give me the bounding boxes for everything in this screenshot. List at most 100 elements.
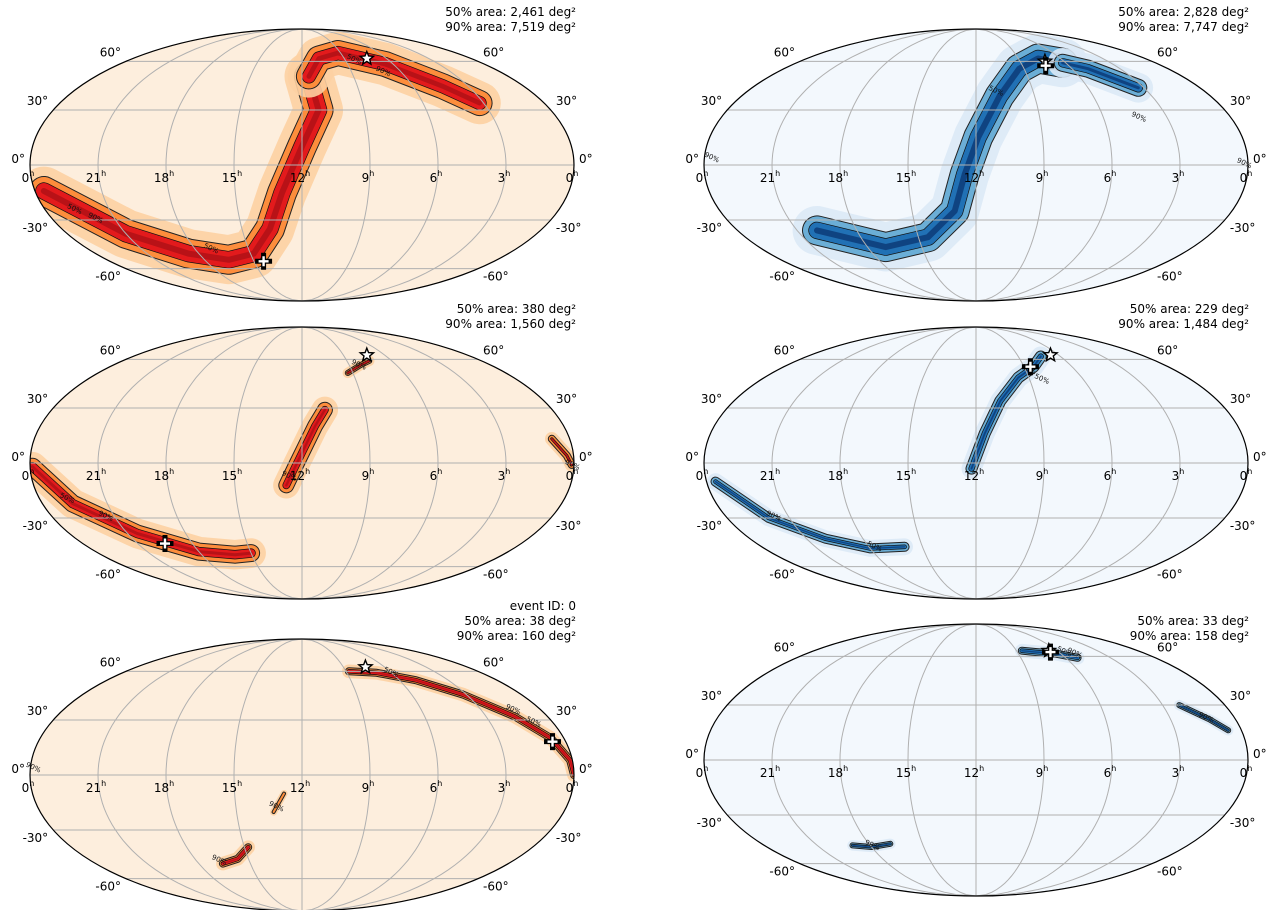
ra-tick-label: 21h <box>760 169 780 185</box>
annotation-left-top: 50% area: 2,461 deg² 90% area: 7,519 deg… <box>445 5 576 35</box>
annotation-left-bottom: event ID: 0 50% area: 38 deg² 90% area: … <box>457 599 576 644</box>
area-90-text: 90% area: 7,519 deg² <box>445 20 576 34</box>
dec-tick-label: -60° <box>95 568 121 582</box>
dec-tick-label: 30° <box>556 392 577 406</box>
dec-tick-label: 0° <box>1253 747 1267 761</box>
area-50-text: 50% area: 33 deg² <box>1137 614 1249 628</box>
dec-tick-label: 60° <box>774 343 795 357</box>
dec-tick-label: -60° <box>1157 568 1183 582</box>
ra-tick-label: 21h <box>86 467 106 483</box>
probability-peak <box>814 55 1066 251</box>
ra-tick-label: 12h <box>290 467 310 483</box>
dec-tick-label: 0° <box>11 152 25 166</box>
ra-tick-label: 21h <box>86 169 106 185</box>
dec-tick-label: 30° <box>556 94 577 108</box>
ra-tick-label: 12h <box>290 779 310 795</box>
probability-peak <box>1061 61 1140 90</box>
dec-tick-label: -60° <box>1157 865 1183 879</box>
ra-tick-label: 15h <box>896 764 916 780</box>
cross-marker-icon <box>544 733 562 751</box>
sky-border <box>703 623 1249 897</box>
sky-border <box>29 28 575 302</box>
dec-tick-label: 0° <box>11 450 25 464</box>
ra-tick-label: 18h <box>154 467 174 483</box>
probability-peak <box>40 73 322 263</box>
dec-tick-label: -30° <box>23 831 49 845</box>
ra-tick-label: 21h <box>86 779 106 795</box>
ra-tick-label: 0h <box>1240 169 1253 185</box>
dec-tick-label: 60° <box>100 655 121 669</box>
ra-tick-label: 18h <box>154 169 174 185</box>
dec-tick-label: 30° <box>701 689 722 703</box>
dec-tick-label: 0° <box>1253 152 1267 166</box>
dec-tick-label: -30° <box>556 831 582 845</box>
dec-tick-label: 60° <box>1157 45 1178 59</box>
dec-tick-label: 60° <box>100 343 121 357</box>
dec-tick-label: -30° <box>556 221 582 235</box>
cross-marker-icon <box>1021 358 1039 376</box>
ra-tick-label: 21h <box>760 467 780 483</box>
dec-tick-label: 60° <box>1157 343 1178 357</box>
dec-tick-label: 0° <box>579 450 593 464</box>
dec-tick-label: -30° <box>556 519 582 533</box>
ra-tick-label: 21h <box>760 764 780 780</box>
ra-tick-label: 15h <box>896 467 916 483</box>
ra-tick-label: 15h <box>896 169 916 185</box>
dec-tick-label: 60° <box>483 655 504 669</box>
cross-marker-icon <box>156 535 174 553</box>
cross-marker-icon <box>255 252 273 270</box>
dec-tick-label: 60° <box>483 343 504 357</box>
ra-tick-label: 15h <box>222 467 242 483</box>
dec-tick-label: -60° <box>483 568 509 582</box>
dec-tick-label: 60° <box>1157 640 1178 654</box>
ra-tick-label: 18h <box>828 169 848 185</box>
dec-tick-label: -30° <box>1230 816 1256 830</box>
dec-tick-label: -30° <box>697 816 723 830</box>
star-marker-icon <box>356 658 374 675</box>
area-50-text: 50% area: 380 deg² <box>456 302 576 316</box>
dec-tick-label: 0° <box>685 152 699 166</box>
star-marker-icon <box>358 346 376 363</box>
probability-peak <box>348 670 574 776</box>
dec-tick-label: 30° <box>27 392 48 406</box>
annotation-right-bottom: 50% area: 33 deg² 90% area: 158 deg² <box>1130 614 1249 644</box>
area-90-text: 90% area: 158 deg² <box>1129 629 1249 643</box>
star-marker-icon <box>1041 346 1059 363</box>
annotation-left-middle: 50% area: 380 deg² 90% area: 1,560 deg² <box>445 302 576 332</box>
ra-tick-label: 18h <box>154 779 174 795</box>
dec-tick-label: 60° <box>100 45 121 59</box>
ra-tick-label: 0h <box>1240 764 1253 780</box>
dec-tick-label: -30° <box>23 221 49 235</box>
area-90-text: 90% area: 160 deg² <box>456 629 576 643</box>
probability-peak <box>285 408 327 487</box>
area-90-text: 90% area: 7,747 deg² <box>1118 20 1249 34</box>
dec-tick-label: -60° <box>483 880 509 894</box>
cross-marker-icon <box>1037 57 1055 75</box>
ra-tick-label: 12h <box>290 169 310 185</box>
probability-90-region <box>272 792 285 813</box>
sky-border <box>703 326 1249 600</box>
ra-tick-label: 0h <box>566 779 579 795</box>
ra-tick-label: 12h <box>964 764 984 780</box>
sky-border <box>29 638 575 910</box>
dec-tick-label: -60° <box>1157 270 1183 284</box>
ra-tick-label: 0h <box>1240 467 1253 483</box>
probability-peak <box>222 846 249 865</box>
area-90-text: 90% area: 1,560 deg² <box>445 317 576 331</box>
cross-marker-icon <box>1041 643 1059 661</box>
area-50-text: 50% area: 2,828 deg² <box>1118 5 1249 19</box>
dec-tick-label: -60° <box>769 270 795 284</box>
ra-tick-label: 12h <box>964 467 984 483</box>
dec-tick-label: 60° <box>774 640 795 654</box>
dec-tick-label: 0° <box>11 762 25 776</box>
dec-tick-label: 0° <box>579 152 593 166</box>
dec-tick-label: 30° <box>1230 392 1251 406</box>
annotation-right-top: 50% area: 2,828 deg² 90% area: 7,747 deg… <box>1118 5 1249 35</box>
ra-tick-label: 15h <box>222 169 242 185</box>
dec-tick-label: 30° <box>1230 94 1251 108</box>
